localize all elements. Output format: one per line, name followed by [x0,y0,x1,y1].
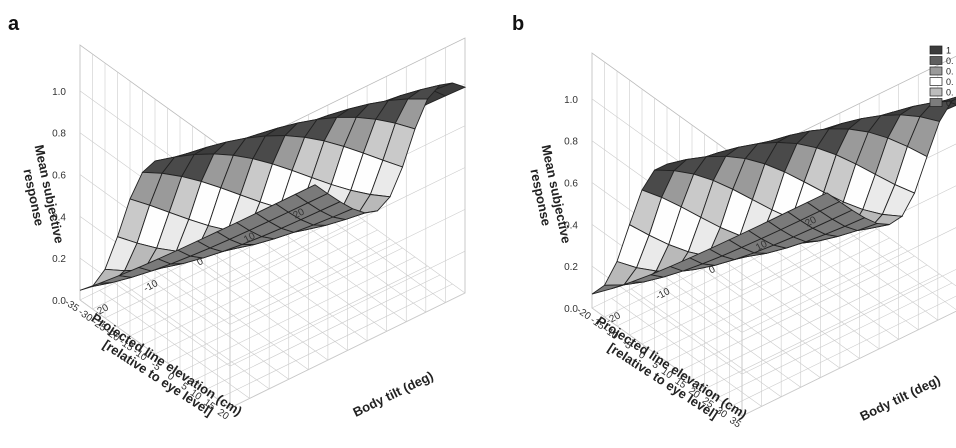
z-tick-label: 0.0 [564,304,578,315]
legend-label: 0. [946,67,954,77]
legend-swatch [929,56,943,65]
legend-label: 0. [946,88,954,98]
legend-label: 0 [946,98,951,108]
legend-label: 0. [946,77,954,87]
z-tick-label: 0.2 [564,262,578,273]
y-tick-label: 0 [636,350,647,362]
z-gridline [79,250,466,367]
legend-label: 1 [946,46,951,56]
floor-gridline [729,295,956,408]
z-tick-label: 1.0 [52,87,66,98]
z-tick-label: 0.8 [564,137,578,148]
floor-gridline [142,229,378,346]
legend-swatch [929,66,943,76]
z-gridline [591,265,956,375]
z-tick-label: 0.0 [52,296,66,307]
z-tick-label: 0.6 [52,171,66,182]
z-tick-label: 0.4 [52,212,66,223]
panel-b: 0.00.20.40.60.81.035302520151050-5-10-15… [512,13,956,431]
floor-gridline [154,238,391,355]
legend-swatch [929,45,943,55]
panel-letter: b [512,13,524,35]
surface-patch [806,192,841,212]
x-tick-label: 0 [707,264,717,277]
legend: 10.0.0.0.0 [929,45,954,108]
x-tick-label: 10 [242,230,257,245]
z-axis-title: Mean subjectiveresponse [523,143,574,248]
z-tick-label: 0.2 [52,254,66,265]
floor-gridline [641,228,878,345]
x-tick-label: 20 [292,206,307,221]
floor-gridline [167,247,403,364]
floor-gridline [192,265,428,382]
x-tick-label: 20 [804,214,819,229]
floor-gridline [691,264,928,381]
legend-swatch [929,77,943,86]
floor-gridline [204,274,441,391]
surface-patch [294,184,329,204]
y-tick-label: 5 [179,381,190,393]
z-gridline [591,307,956,417]
y-tick-label: 5 [650,359,661,371]
panel-a: 0.00.20.40.60.81.020151050-5-10-15-20-25… [8,13,467,423]
floor-gridline [179,256,416,373]
x-tick-label: 10 [754,238,769,253]
floor-gridline [654,237,890,354]
z-axis-title: Mean subjectiveresponse [16,143,67,248]
legend-label: 0. [946,56,954,66]
panel-letter: a [8,13,20,35]
y-axis-title-line: Projected line elevation (cm) [89,310,245,419]
legend-swatch [929,87,943,97]
floor-gridline [704,273,940,390]
x-axis-title: Body tilt (deg) [857,372,942,424]
legend-swatch [929,98,943,107]
floor-gridline [679,255,915,372]
y-tick-label: 0 [165,371,176,383]
floor-gridline [129,220,366,337]
floor-gridline [666,246,903,363]
z-tick-label: 0.6 [564,179,578,190]
z-tick-label: 0.4 [564,220,578,231]
x-axis-title: Body tilt (deg) [350,368,435,420]
x-tick-label: 0 [195,256,205,269]
floor-gridline [117,211,353,328]
z-tick-label: 0.8 [52,129,66,140]
z-tick-label: 1.0 [564,95,578,106]
floor-gridline [217,283,453,400]
floor-gridline [716,282,953,399]
z-gridline [79,292,466,409]
